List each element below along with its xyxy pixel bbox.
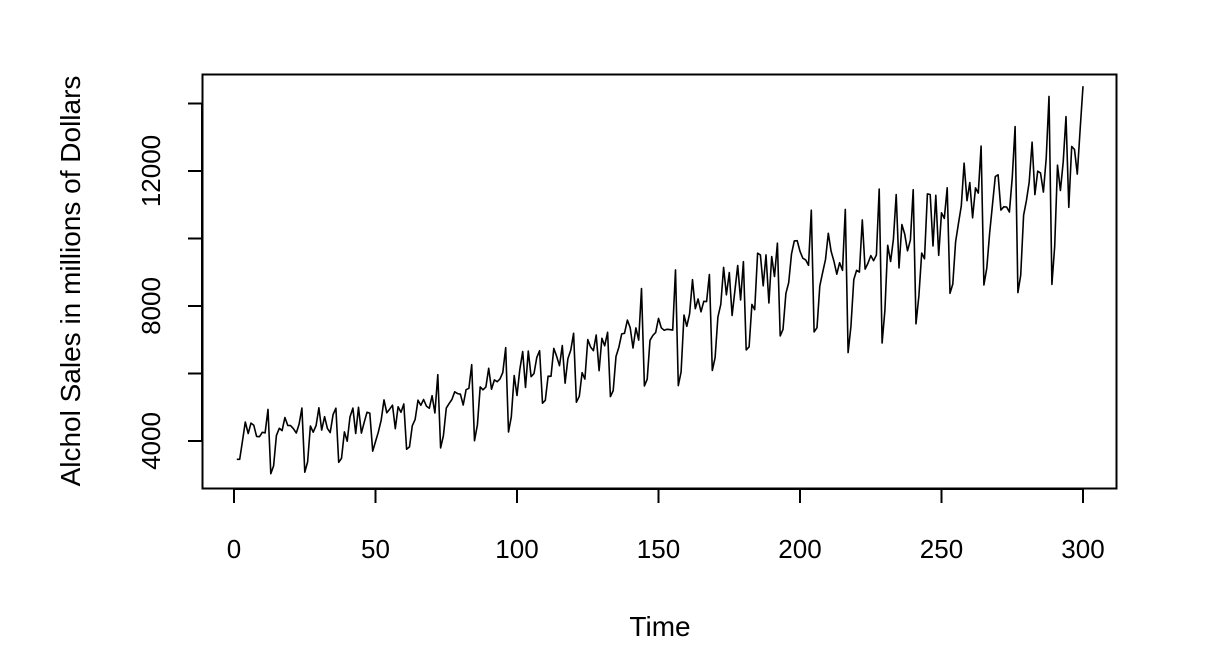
y-tick-label: 8000 [136, 277, 166, 335]
y-axis-title: Alchol Sales in millions of Dollars [55, 76, 86, 487]
x-tick-label: 300 [1061, 534, 1104, 564]
y-axis: 4000 8000 12000 [136, 102, 203, 470]
plot-area-frame [201, 73, 1118, 490]
x-axis: 0 50 100 150 200 250 300 [227, 488, 1105, 564]
x-axis-title: Time [629, 611, 690, 642]
x-tick-label: 100 [495, 534, 538, 564]
x-tick-label: 250 [920, 534, 963, 564]
x-tick-label: 200 [778, 534, 821, 564]
x-tick-label: 50 [361, 534, 390, 564]
alcohol-sales-line [236, 86, 1084, 475]
y-tick-label: 4000 [136, 412, 166, 470]
y-tick-label: 12000 [136, 135, 166, 207]
x-tick-label: 150 [637, 534, 680, 564]
x-tick-label: 0 [227, 534, 241, 564]
